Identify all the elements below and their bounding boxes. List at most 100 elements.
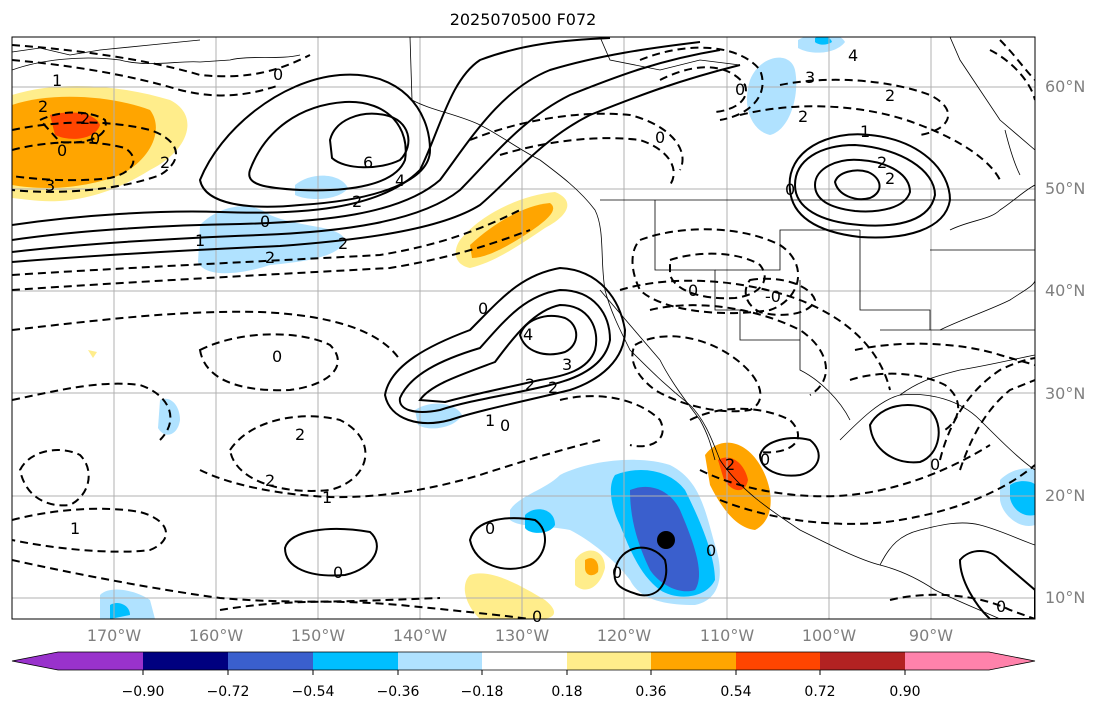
- colorbar-tick-label: 0.18: [551, 684, 583, 700]
- contour-label: 4: [848, 46, 858, 65]
- contour-dashed-9: [198, 333, 339, 392]
- contours: [12, 37, 1035, 619]
- contour-label-layer: 1 2 2 0 0 3 2 0 6 4 2 0 1 2 2 0 4 3 2 2 …: [38, 46, 1006, 626]
- contour-dashed-12: [12, 507, 167, 553]
- contour-dashed-30: [619, 279, 891, 391]
- contour-solid-12: [793, 143, 937, 227]
- map-frame: [11, 36, 1036, 620]
- shade-lightblue-canada: [746, 57, 797, 135]
- contour-label: 2: [265, 248, 275, 267]
- contour-dashed-5: [38, 111, 107, 144]
- contour-solid-18: [613, 546, 668, 597]
- colorbar-segment: [313, 652, 398, 670]
- lat-label: 10°N: [1045, 588, 1086, 607]
- colorbar: [11, 651, 1036, 675]
- contour-dashed-33: [719, 464, 1035, 525]
- colorbar-tick-label: −0.72: [206, 684, 250, 700]
- colorbar-segment: [651, 652, 736, 670]
- contour-dashed-1: [12, 44, 311, 78]
- contour-solid-15: [833, 169, 881, 201]
- lon-label: 170°W: [86, 626, 142, 645]
- colorbar-tick-label: −0.36: [376, 684, 420, 700]
- lon-label: 150°W: [290, 626, 346, 645]
- contour-solid-11: [518, 315, 578, 356]
- contour-solid-3: [328, 112, 410, 169]
- contour-solid-2: [248, 100, 407, 192]
- contour-label: 0: [706, 541, 716, 560]
- storm-center-marker: [657, 531, 675, 549]
- contour-label: 0: [760, 450, 770, 469]
- contour-label: 0: [735, 80, 745, 99]
- contour-label: 2: [352, 192, 362, 211]
- lon-label: 110°W: [699, 626, 755, 645]
- lat-label: 50°N: [1045, 179, 1086, 198]
- contour-label: 4: [523, 325, 533, 344]
- contour-label: 0: [996, 597, 1006, 616]
- colorbar-segment: [905, 652, 989, 670]
- contour-dashed-28: [631, 335, 762, 413]
- colorbar-segment: [228, 652, 313, 670]
- shade-yellow-dot: [88, 350, 97, 358]
- shade-lightblue-2: [295, 175, 348, 200]
- contour-label: 0: [260, 212, 270, 231]
- shade-blue-top: [815, 37, 832, 45]
- contour-label: 2: [877, 153, 887, 172]
- contour-label: 1: [70, 519, 80, 538]
- lon-label: 90°W: [908, 626, 954, 645]
- contour-label: 6: [363, 153, 373, 172]
- contour-label: 0: [785, 180, 795, 199]
- contour-dashed-19: [639, 46, 764, 121]
- contour-label: 0: [532, 607, 542, 626]
- contours-dashed: [12, 39, 1035, 619]
- contour-dashed-39: [559, 395, 664, 448]
- contour-dashed-29: [649, 304, 827, 396]
- contour-solid-10: [418, 303, 598, 404]
- contour-label: 1: [52, 71, 62, 90]
- contour-dashed-3: [12, 121, 177, 193]
- lon-label: 160°W: [188, 626, 244, 645]
- contour-dashed-18: [499, 137, 675, 186]
- contour-dashed-16: [219, 600, 531, 619]
- contour-solid-14: [813, 158, 912, 213]
- lat-lon-grid: [12, 37, 1035, 619]
- contour-solid-9: [398, 288, 612, 413]
- shade-blue-bottom: [110, 603, 130, 619]
- shade-orange-trop: [585, 558, 599, 576]
- contour-label: 1: [322, 488, 332, 507]
- contour-dashed-24: [999, 39, 1035, 81]
- colorbar-tick-label: −0.90: [121, 684, 165, 700]
- contour-label: 0: [273, 65, 283, 84]
- shade-lightblue-1: [198, 206, 345, 274]
- contour-dashed-17: [469, 112, 684, 171]
- contour-label: 2: [160, 153, 170, 172]
- contour-dashed-38: [889, 593, 1035, 619]
- contour-label: 0: [500, 416, 510, 435]
- contour-solid-5: [12, 41, 701, 241]
- contour-label: 3: [805, 68, 815, 87]
- colorbar-segment: [567, 652, 651, 670]
- contour-label: 2: [338, 234, 348, 253]
- shade-yellow-bottom: [464, 573, 555, 619]
- contour-solid-20: [868, 404, 940, 464]
- colorbar-segment: [58, 652, 143, 670]
- contour-label: 4: [395, 171, 405, 190]
- shade-red-nw: [50, 112, 100, 139]
- colorbar-segment: [398, 652, 482, 670]
- contour-solid-8: [383, 266, 627, 424]
- contour-solid-21: [958, 550, 1035, 619]
- map-title: 2025070500 F072: [449, 10, 597, 29]
- colorbar-segment: [482, 652, 567, 670]
- colorbar-tick-label: 0.36: [635, 684, 667, 700]
- lon-label: 120°W: [596, 626, 652, 645]
- contour-label: 2: [798, 107, 808, 126]
- contour-dashed-22: [739, 105, 1001, 181]
- lon-label: 130°W: [494, 626, 550, 645]
- lat-label: 40°N: [1045, 281, 1086, 300]
- colorbar-tick-label: −0.18: [460, 684, 504, 700]
- contour-label: 0: [655, 128, 665, 147]
- contour-dashed-32: [699, 444, 991, 498]
- contour-solid-7: [12, 64, 741, 263]
- lat-label: 30°N: [1045, 384, 1086, 403]
- contour-label: 2: [885, 86, 895, 105]
